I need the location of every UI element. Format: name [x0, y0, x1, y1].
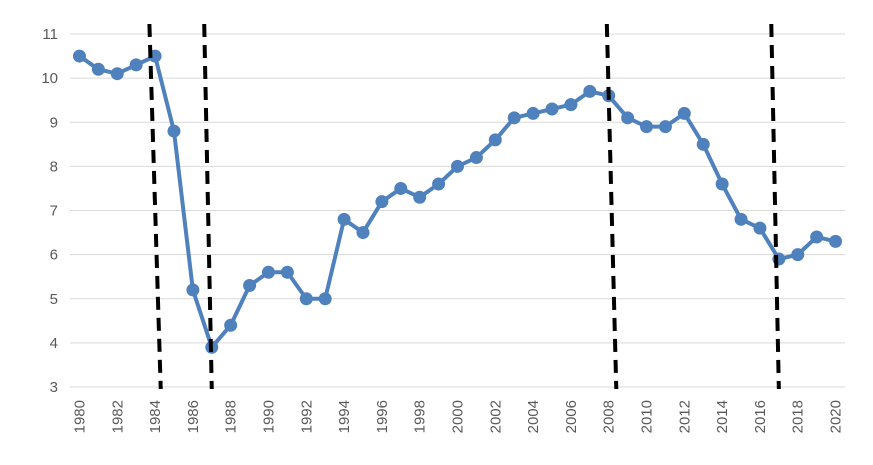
x-tick-label: 2014 — [714, 400, 731, 433]
dashed-line — [202, 23, 214, 390]
data-point — [432, 177, 446, 191]
data-point — [91, 62, 105, 76]
data-point — [186, 283, 200, 297]
data-point — [829, 234, 843, 248]
x-tick-label: 1990 — [260, 400, 277, 433]
y-tick-label: 6 — [50, 247, 58, 264]
gridlines — [70, 33, 845, 388]
series-line — [78, 54, 837, 350]
data-point — [621, 111, 635, 125]
x-tick-label: 2018 — [790, 400, 807, 433]
data-point — [413, 190, 427, 204]
data-point — [469, 151, 483, 165]
data-point — [167, 124, 181, 138]
y-tick-label: 10 — [41, 70, 58, 87]
y-axis-tick-labels: 3 4 5 6 7 8 9 10 11 — [41, 26, 58, 396]
data-point — [261, 265, 275, 279]
x-tick-label: 2008 — [601, 400, 618, 433]
y-tick-label: 11 — [42, 26, 58, 43]
y-tick-label: 8 — [50, 158, 58, 175]
data-point — [72, 49, 86, 63]
data-point — [677, 106, 691, 120]
data-point — [696, 137, 710, 151]
x-tick-label: 2006 — [563, 400, 580, 433]
data-point — [394, 181, 408, 195]
dashed-line — [604, 23, 619, 390]
dashed-line — [147, 23, 163, 390]
y-tick-label: 7 — [50, 203, 58, 220]
data-point — [129, 58, 143, 72]
x-tick-label: 1986 — [185, 400, 202, 433]
x-tick-label: 1988 — [223, 400, 240, 433]
data-point — [583, 84, 597, 98]
data-point — [526, 106, 540, 120]
x-tick-label: 1984 — [147, 400, 164, 433]
x-tick-label: 2002 — [487, 400, 504, 433]
data-point — [658, 120, 672, 134]
data-point — [564, 98, 578, 112]
data-point — [224, 318, 238, 332]
data-point — [810, 230, 824, 244]
x-tick-label: 1996 — [374, 400, 391, 433]
data-point — [318, 292, 332, 306]
data-point — [243, 279, 257, 293]
x-tick-label: 1998 — [412, 400, 429, 433]
y-tick-label: 9 — [50, 114, 58, 131]
x-tick-label: 2020 — [828, 400, 845, 433]
x-tick-label: 2000 — [450, 400, 467, 433]
dashed-break-lines — [147, 23, 781, 390]
data-point — [299, 292, 313, 306]
x-tick-label: 1994 — [336, 400, 353, 433]
y-tick-label: 5 — [50, 291, 58, 308]
data-point — [791, 248, 805, 262]
dashed-line — [769, 23, 781, 390]
data-point — [715, 177, 729, 191]
data-point — [640, 120, 654, 134]
x-axis-tick-labels: 1980 1982 1984 1986 1988 1990 1992 1994 1996 1998… — [71, 400, 844, 433]
y-tick-label: 3 — [50, 379, 58, 396]
data-point — [488, 133, 502, 147]
x-tick-label: 2004 — [525, 400, 542, 433]
data-point — [507, 111, 521, 125]
data-point — [280, 265, 294, 279]
data-point — [545, 102, 559, 116]
x-tick-label: 2010 — [639, 400, 656, 433]
x-tick-label: 1992 — [298, 400, 315, 433]
x-tick-label: 1982 — [109, 400, 126, 433]
x-tick-label: 2016 — [752, 400, 769, 433]
data-point — [753, 221, 767, 235]
data-point — [451, 159, 464, 173]
y-tick-label: 4 — [50, 335, 58, 352]
data-point — [356, 226, 370, 240]
x-tick-label: 2012 — [676, 400, 693, 433]
data-point — [375, 195, 389, 209]
x-tick-label: 1980 — [71, 400, 88, 433]
data-point — [734, 212, 748, 226]
data-point — [110, 67, 124, 81]
series-group — [72, 49, 843, 354]
data-point — [337, 212, 351, 226]
